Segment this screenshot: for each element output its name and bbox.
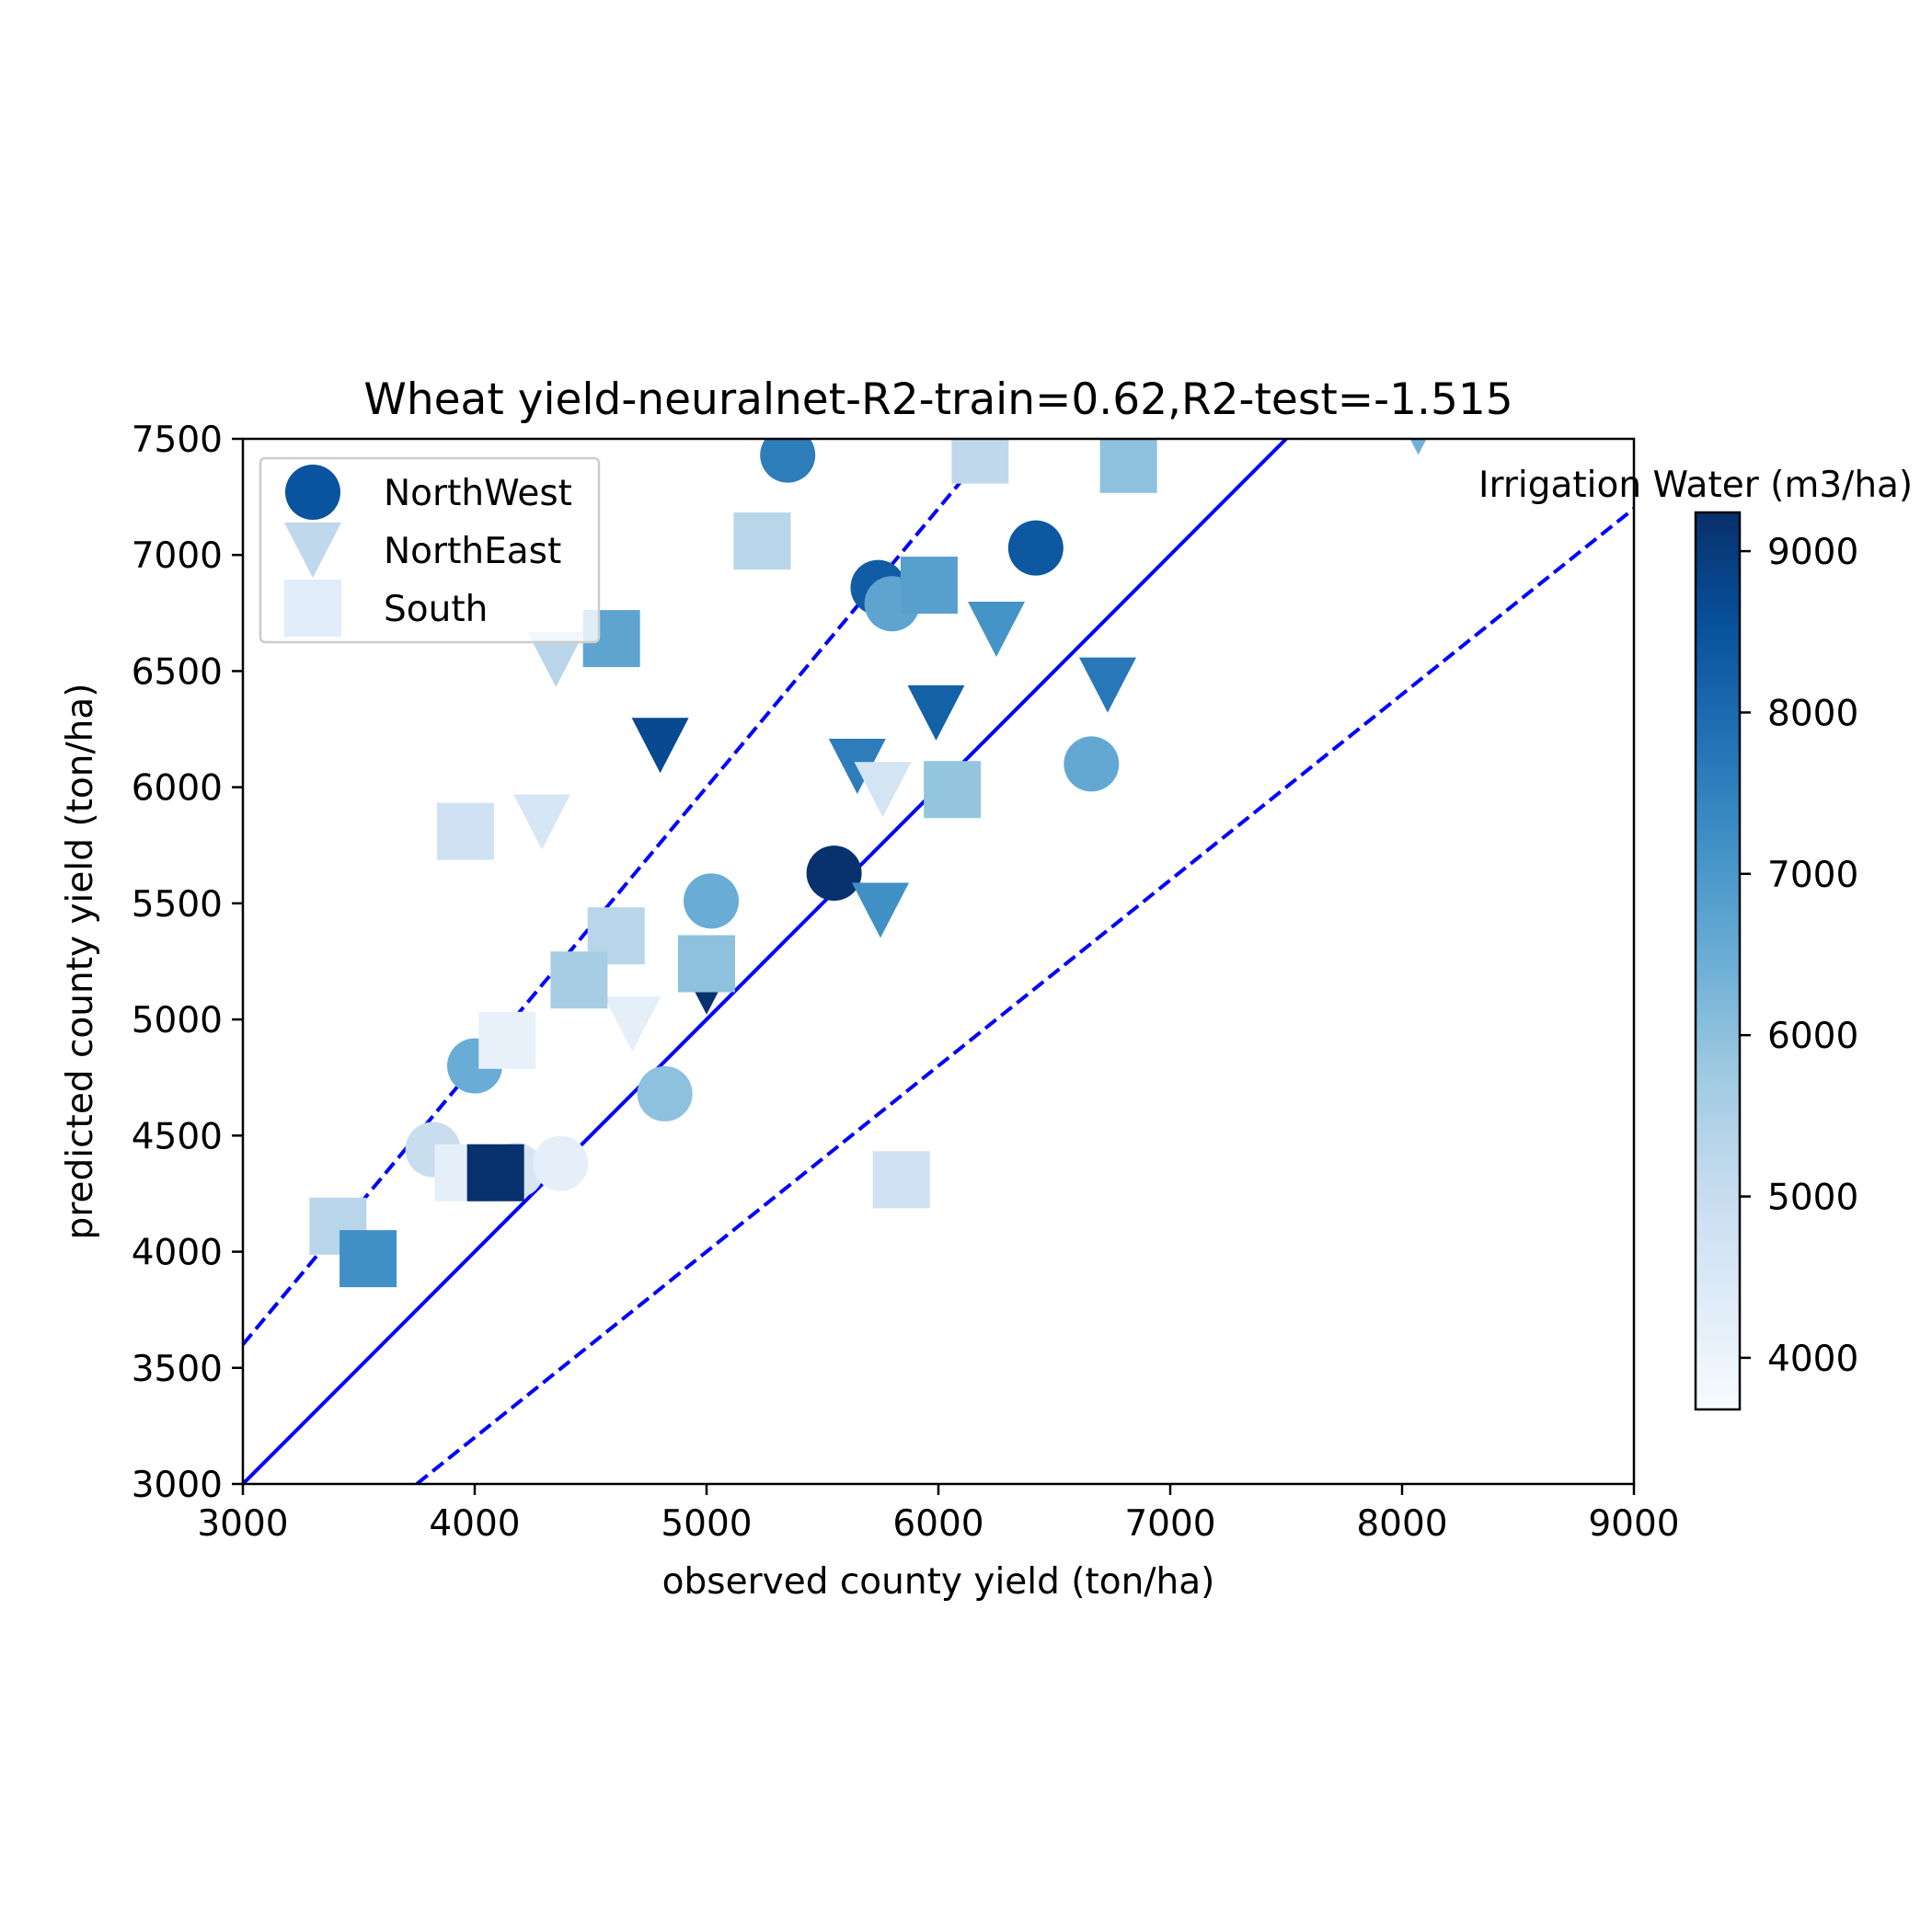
colorbar-label: Irrigation Water (m3/ha): [1478, 465, 1913, 506]
point-south-0: [951, 439, 1009, 484]
point-south-6: [436, 802, 494, 860]
point-northwest-11: [533, 1135, 589, 1191]
colorbar-gradient: [1694, 511, 1742, 1411]
legend-label-northeast: NorthEast: [384, 531, 561, 572]
point-south-9: [550, 951, 608, 1009]
y-tick-label: 3500: [132, 1349, 223, 1390]
point-south-1: [1099, 439, 1157, 493]
legend-frame: [259, 456, 601, 644]
x-tick-label: 6000: [892, 1503, 983, 1545]
colorbar-tick-label: 7000: [1767, 855, 1858, 896]
legend-label-south: South: [384, 589, 488, 630]
y-tick-label: 6000: [132, 768, 223, 810]
x-tick-label: 5000: [661, 1503, 752, 1545]
chart-title: Wheat yield-neuralnet-R2-train=0.62,R2-t…: [363, 374, 1512, 425]
y-axis-label: predicted county yield (ton/ha): [60, 684, 101, 1240]
y-axis-ticks: 3000 3500 4000 4500 5000 5500 6000 6500 7000 7500: [132, 420, 243, 1506]
point-south-5: [924, 761, 982, 819]
point-south-13: [872, 1151, 930, 1209]
point-south-3: [900, 557, 958, 615]
point-northeast-11: [604, 996, 661, 1052]
y-tick-label: 4000: [132, 1233, 223, 1274]
point-northwest-6: [684, 873, 740, 929]
legend: NorthWest NorthEast South: [259, 456, 601, 644]
point-northeast-9: [852, 882, 909, 938]
y-tick-label: 4500: [132, 1116, 223, 1157]
y-tick-label: 7500: [132, 420, 223, 461]
colorbar-tick-label: 9000: [1767, 532, 1858, 573]
y-tick-label: 5500: [132, 884, 223, 926]
x-tick-label: 4000: [429, 1503, 520, 1545]
point-northeast-0: [1409, 439, 1427, 455]
reference-line-solid: [243, 439, 1288, 1484]
x-tick-label: 9000: [1588, 1503, 1679, 1545]
y-tick-label: 5000: [132, 1000, 223, 1041]
point-south-12: [466, 1144, 524, 1202]
colorbar-tick-label: 6000: [1767, 1016, 1858, 1057]
y-tick-label: 7000: [132, 535, 223, 577]
point-northeast-7: [854, 762, 912, 818]
colorbar: Irrigation Water (m3/ha) 4000 5000 6000 700…: [1478, 465, 1913, 1411]
x-tick-label: 8000: [1356, 1503, 1447, 1545]
legend-label-northwest: NorthWest: [384, 473, 572, 514]
point-south-8: [678, 935, 735, 993]
x-tick-label: 7000: [1124, 1503, 1215, 1545]
colorbar-tick-label: 5000: [1767, 1178, 1858, 1219]
point-northwest-8: [637, 1065, 693, 1121]
legend-marker-northeast: [284, 523, 341, 578]
point-south-10: [478, 1011, 536, 1069]
point-northeast-1: [968, 602, 1025, 658]
x-axis-ticks: 3000 4000 5000 6000 7000 8000 9000: [197, 1484, 1680, 1545]
y-tick-label: 6500: [132, 651, 223, 693]
colorbar-ticks: 4000 5000 6000 7000 8000 9000: [1740, 532, 1858, 1380]
point-northeast-8: [513, 794, 571, 850]
point-south-2: [733, 512, 791, 570]
point-northeast-2: [527, 631, 585, 687]
x-axis-label: observed county yield (ton/ha): [662, 1561, 1215, 1603]
point-northeast-3: [1078, 657, 1136, 713]
point-northwest-0: [760, 439, 816, 483]
point-northwest-4: [1064, 736, 1120, 792]
y-tick-label: 3000: [132, 1465, 223, 1506]
legend-marker-northwest: [285, 465, 340, 520]
colorbar-tick-label: 8000: [1767, 693, 1858, 734]
point-northwest-1: [1007, 520, 1064, 576]
colorbar-tick-label: 4000: [1767, 1339, 1858, 1380]
point-northwest-5: [806, 845, 862, 902]
reference-line-dashed: [415, 507, 1634, 1484]
legend-marker-south: [284, 580, 341, 637]
point-northeast-5: [631, 718, 689, 774]
point-south-15: [339, 1230, 397, 1288]
data-points: [309, 439, 1427, 1288]
x-tick-label: 3000: [197, 1503, 288, 1545]
point-northeast-4: [907, 684, 965, 741]
